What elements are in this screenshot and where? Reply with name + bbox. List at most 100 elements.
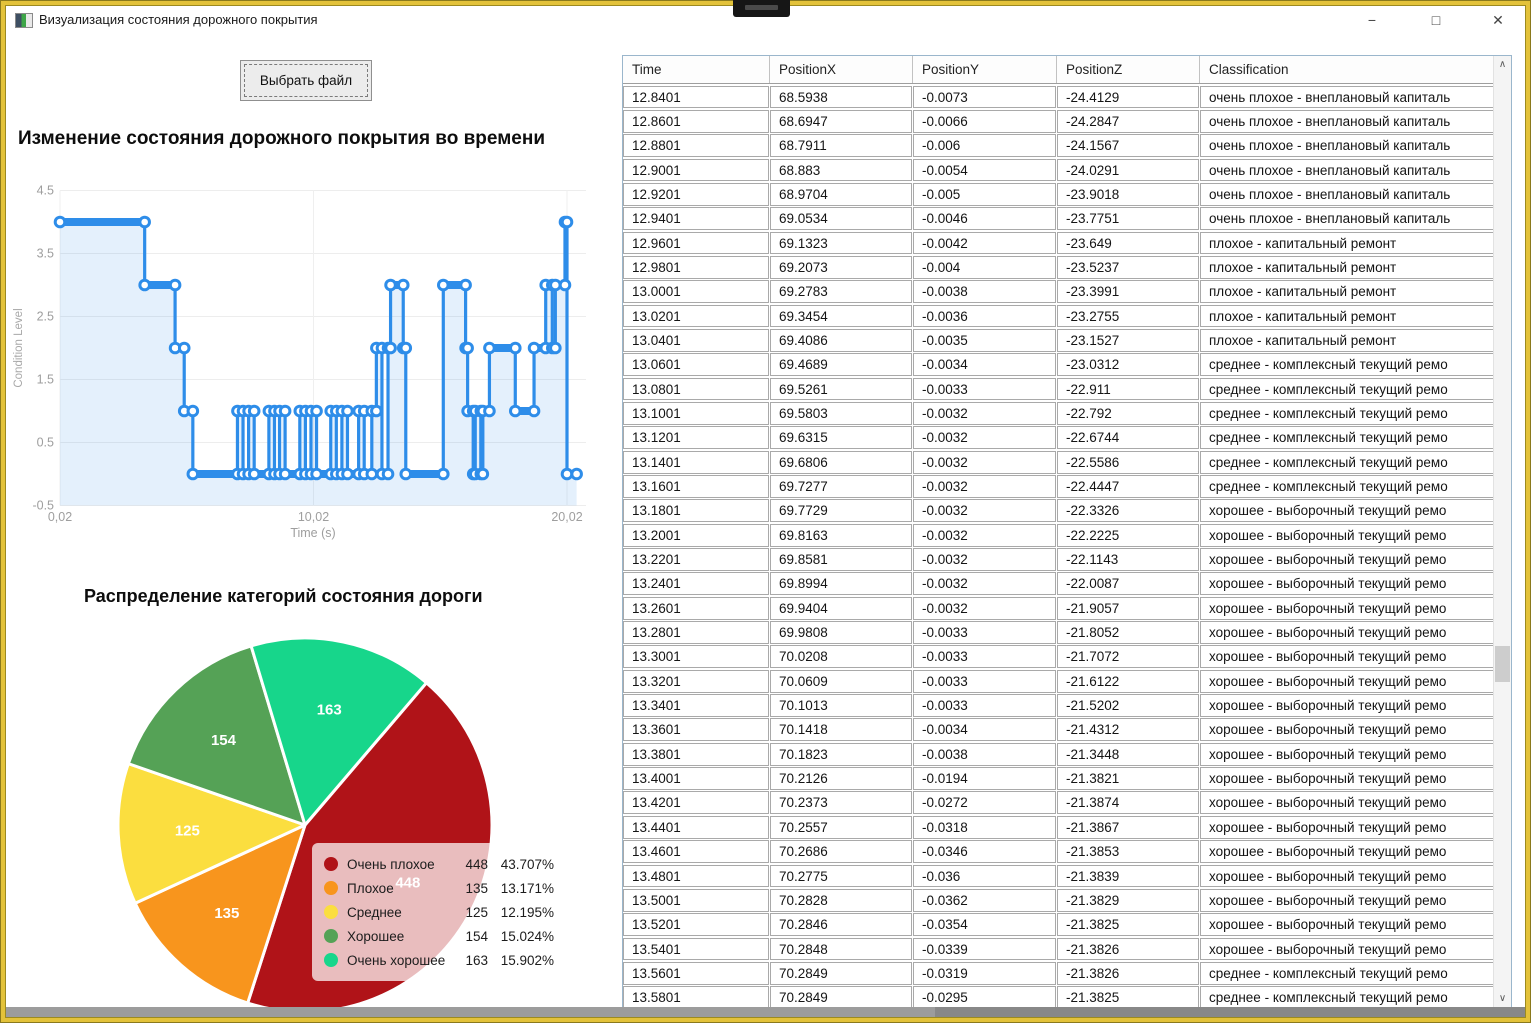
pie-slice [126,644,307,827]
table-cell: среднее - комплексный текущий ремо [1200,401,1494,425]
table-row[interactable]: 13.3801 70.1823 -0.0038 -21.3448 хорошее - в… [623,741,1511,766]
column-header-positionx[interactable]: PositionX [770,56,913,83]
table-row[interactable]: 13.4201 70.2373 -0.0272 -21.3874 хорошее - в… [623,790,1511,815]
legend-item: Среднее 125 12.195% [324,900,554,924]
table-cell: 13.3201 [623,669,769,693]
table-row[interactable]: 13.3401 70.1013 -0.0033 -21.5202 хорошее - в… [623,693,1511,717]
table-row[interactable]: 13.0801 69.5261 -0.0033 -22.911 среднее - ко… [623,376,1511,401]
table-cell: 69.7277 [770,475,912,498]
table-cell: -0.0318 [913,815,1056,839]
table-cell: 13.5601 [623,961,769,985]
table-row[interactable]: 13.5001 70.2828 -0.0362 -21.3829 хорошее - в… [623,887,1511,912]
table-cell: 70.2828 [770,888,912,912]
table-row[interactable]: 13.1201 69.6315 -0.0032 -22.6744 среднее - к… [623,425,1511,450]
table-cell: -0.0038 [913,742,1056,766]
table-row[interactable]: 12.9401 69.0534 -0.0046 -23.7751 очень плохо… [623,206,1511,231]
table-row[interactable]: 13.1601 69.7277 -0.0032 -22.4447 среднее - к… [623,474,1511,498]
vertical-scrollbar[interactable]: ∧ ∨ [1493,56,1511,1007]
table-cell: -0.0033 [913,621,1056,644]
table-row[interactable]: 13.0001 69.2783 -0.0038 -23.3991 плохое - ка… [623,279,1511,304]
table-cell: хорошее - выборочный текущий ремо [1200,718,1494,742]
table-row[interactable]: 13.2401 69.8994 -0.0032 -22.0087 хорошее - в… [623,571,1511,596]
table-cell: 13.1001 [623,401,769,425]
svg-text:3.5: 3.5 [37,247,54,261]
table-row[interactable]: 13.3601 70.1418 -0.0034 -21.4312 хорошее - в… [623,717,1511,742]
table-row[interactable]: 12.8601 68.6947 -0.0066 -24.2847 очень плохо… [623,108,1511,133]
line-chart-title: Изменение состояния дорожного покрытия в… [18,128,545,149]
svg-text:4.5: 4.5 [37,184,54,198]
choose-file-button[interactable]: Выбрать файл [240,60,372,101]
table-cell: хорошее - выборочный текущий ремо [1200,596,1494,620]
table-row[interactable]: 13.4001 70.2126 -0.0194 -21.3821 хорошее - в… [623,766,1511,790]
column-header-time[interactable]: Time [623,56,770,83]
table-cell: хорошее - выборочный текущий ремо [1200,937,1494,961]
table-row[interactable]: 13.2001 69.8163 -0.0032 -22.2225 хорошее - в… [623,522,1511,547]
table-cell: -0.0033 [913,669,1056,693]
column-header-positionz[interactable]: PositionZ [1057,56,1200,83]
legend-color-dot [324,905,338,919]
maximize-button[interactable]: □ [1431,12,1441,28]
table-cell: -0.0032 [913,523,1056,547]
table-row[interactable]: 13.2201 69.8581 -0.0032 -22.1143 хорошее - в… [623,547,1511,571]
close-button[interactable]: ✕ [1492,12,1504,28]
table-row[interactable]: 13.3201 70.0609 -0.0033 -21.6122 хорошее - в… [623,668,1511,693]
table-row[interactable]: 12.9201 68.9704 -0.005 -23.9018 очень плохое… [623,181,1511,206]
table-row[interactable]: 13.2801 69.9808 -0.0033 -21.8052 хорошее - в… [623,620,1511,644]
line-chart-grid: 4.5 3.5 2.5 1.5 0.5 -0.50,02 10,02 20,02 Time (s… [13,184,586,540]
pie-legend: Очень плохое 448 43.707% Плохое 135 13.171% Ср… [312,843,566,981]
table-cell: хорошее - выборочный текущий ремо [1200,742,1494,766]
table-cell: -22.1143 [1057,548,1199,571]
table-row[interactable]: 13.1401 69.6806 -0.0032 -22.5586 среднее - к… [623,449,1511,474]
scroll-up-button[interactable]: ∧ [1498,59,1507,70]
scrollbar-thumb[interactable] [1495,646,1510,682]
table-row[interactable]: 13.0201 69.3454 -0.0036 -23.2755 плохое - ка… [623,303,1511,328]
table-row[interactable]: 13.5401 70.2848 -0.0339 -21.3826 хорошее - в… [623,936,1511,961]
table-cell: -0.0339 [913,937,1056,961]
table-cell: -0.004 [913,255,1056,279]
table-row[interactable]: 13.5601 70.2849 -0.0319 -21.3826 среднее - к… [623,960,1511,985]
table-cell: -21.9057 [1057,596,1199,620]
table-row[interactable]: 12.8801 68.7911 -0.006 -24.1567 очень плохое… [623,133,1511,158]
table-row[interactable]: 12.9801 69.2073 -0.004 -23.5237 плохое - кап… [623,254,1511,279]
table-cell: 69.5803 [770,401,912,425]
minimize-button[interactable]: − [1367,12,1377,28]
table-cell: -0.0032 [913,401,1056,425]
table-row[interactable]: 13.3001 70.0208 -0.0033 -21.7072 хорошее - в… [623,644,1511,669]
table-row[interactable]: 12.9001 68.883 -0.0054 -24.0291 очень плохое… [623,157,1511,182]
column-header-positiony[interactable]: PositionY [913,56,1057,83]
table-cell: -22.911 [1057,377,1199,401]
table-row[interactable]: 13.4401 70.2557 -0.0318 -21.3867 хорошее - в… [623,814,1511,839]
table-row[interactable]: 12.8401 68.5938 -0.0073 -24.4129 очень плохо… [623,84,1511,109]
table-cell: -0.0032 [913,596,1056,620]
table-row[interactable]: 13.4801 70.2775 -0.036 -21.3839 хорошее - вы… [623,863,1511,888]
table-cell: плохое - капитальный ремонт [1200,231,1494,255]
table-row[interactable]: 13.2601 69.9404 -0.0032 -21.9057 хорошее - в… [623,595,1511,620]
table-row[interactable]: 13.0601 69.4689 -0.0034 -23.0312 среднее - к… [623,352,1511,377]
table-cell: -0.0042 [913,231,1056,255]
table-cell: 13.2401 [623,572,769,596]
table-cell: 13.4001 [623,767,769,790]
table-cell: 13.5801 [623,986,769,1007]
table-cell: 13.4201 [623,791,769,815]
table-row[interactable]: 13.1801 69.7729 -0.0032 -22.3326 хорошее - в… [623,498,1511,523]
table-cell: -21.3853 [1057,840,1199,863]
bottom-strip-dark [935,1007,1525,1017]
table-cell: -21.7072 [1057,645,1199,669]
table-cell: -0.0035 [913,328,1056,352]
table-row[interactable]: 13.5801 70.2849 -0.0295 -21.3825 среднее - к… [623,985,1511,1007]
scroll-down-button[interactable]: ∨ [1498,993,1507,1004]
table-cell: 12.9201 [623,182,769,206]
table-row[interactable]: 13.1001 69.5803 -0.0032 -22.792 среднее - ко… [623,400,1511,425]
table-row[interactable]: 13.5201 70.2846 -0.0354 -21.3825 хорошее - в… [623,912,1511,937]
svg-text:1.5: 1.5 [37,373,54,387]
table-cell: очень плохое - внеплановый капиталь [1200,207,1494,231]
table-row[interactable]: 12.9601 69.1323 -0.0042 -23.649 плохое - кап… [623,230,1511,255]
svg-text:-0.5: -0.5 [32,499,54,513]
table-cell: -0.0194 [913,767,1056,790]
table-row[interactable]: 13.0401 69.4086 -0.0035 -23.1527 плохое - ка… [623,327,1511,352]
column-header-classification[interactable]: Classification [1200,56,1495,83]
table-row[interactable]: 13.4601 70.2686 -0.0346 -21.3853 хорошее - в… [623,839,1511,863]
legend-item: Плохое 135 13.171% [324,876,554,900]
table-cell: 70.2849 [770,986,912,1007]
svg-text:2.5: 2.5 [37,310,54,324]
